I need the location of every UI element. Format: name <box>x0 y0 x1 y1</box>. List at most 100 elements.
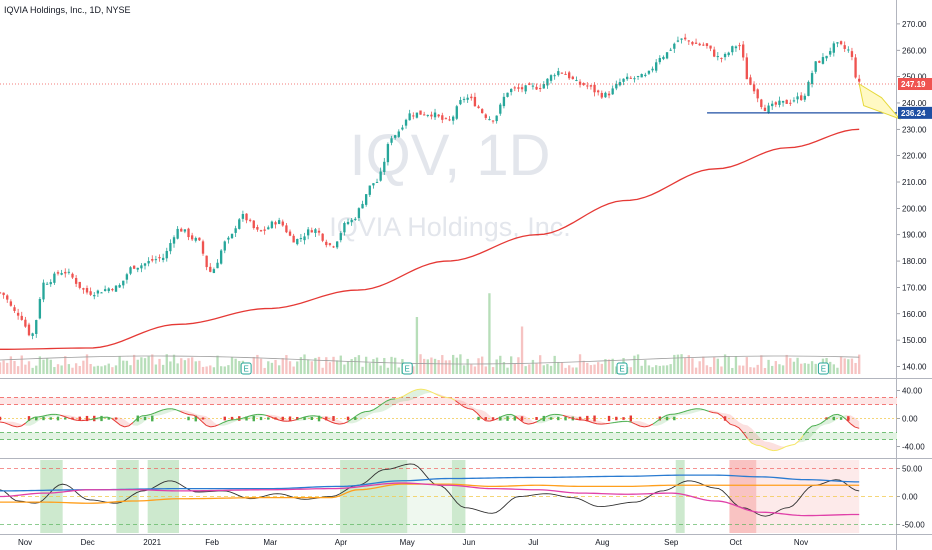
volume-bar <box>752 367 756 374</box>
oscillator-line <box>120 424 125 428</box>
candle <box>564 71 567 75</box>
oscillator-line <box>274 418 280 421</box>
volume-bar <box>85 354 89 374</box>
support-price-badge: 236.24 <box>901 109 926 118</box>
candle <box>288 229 292 237</box>
volume-bar <box>662 365 665 374</box>
candle <box>212 267 216 274</box>
candle <box>143 262 147 270</box>
candle-body <box>858 78 861 82</box>
oscillator-line <box>756 444 761 447</box>
candle <box>470 93 473 101</box>
volume-bar <box>749 367 752 374</box>
volume-bar <box>785 354 788 374</box>
candle <box>430 111 433 120</box>
oscillator-line <box>107 416 112 419</box>
volume-bar <box>676 354 680 374</box>
oscillator-histogram-bar <box>56 416 60 421</box>
oscillator-fill <box>768 442 774 451</box>
candle-body <box>600 92 603 98</box>
candle-body <box>60 273 63 275</box>
candle-body <box>756 89 759 99</box>
candle-body <box>662 56 665 60</box>
candle <box>71 272 74 280</box>
oscillator-fill <box>764 441 769 450</box>
oscillator-line <box>98 416 104 419</box>
price-tick-label: 220.00 <box>902 152 927 161</box>
oscillator-histogram-bar <box>64 417 67 420</box>
oscillator-line <box>369 409 374 412</box>
oscillator-line <box>687 408 692 412</box>
candle-body <box>67 271 71 273</box>
candle-body <box>357 208 361 218</box>
oscillator-fill <box>300 416 306 421</box>
oscillator-line <box>85 419 91 421</box>
volume-bar <box>151 354 154 374</box>
oscillator-fill <box>378 403 383 413</box>
oscillator-line <box>210 425 215 428</box>
candle <box>651 66 654 73</box>
candle <box>687 40 690 45</box>
volume-bar <box>0 362 2 374</box>
oscillator-histogram-bar <box>296 416 299 421</box>
volume-bar <box>256 354 259 374</box>
volume-bar <box>292 366 295 374</box>
candle-body <box>462 98 466 100</box>
volume-bar <box>687 355 690 374</box>
oscillator-line <box>850 423 856 428</box>
volume-bar <box>484 366 487 374</box>
volume-bar <box>288 361 292 374</box>
oscillator-fill <box>519 414 525 423</box>
candle <box>343 221 346 236</box>
candle <box>774 101 777 108</box>
volume-bar <box>832 364 835 374</box>
volume-bar <box>325 357 328 374</box>
candle-body <box>807 81 810 96</box>
candle-body <box>658 58 661 63</box>
oscillator-line <box>584 419 589 422</box>
oscillator-histogram-bar <box>151 415 154 422</box>
volume-bar <box>60 365 63 374</box>
volume-bar <box>560 362 564 374</box>
oscillator-fill <box>683 410 688 415</box>
oscillator-line <box>519 419 525 424</box>
oscillator-line <box>407 390 413 394</box>
candle <box>734 45 738 52</box>
oscillator-line <box>640 425 645 428</box>
candle <box>252 220 255 230</box>
candle-body <box>372 183 375 186</box>
oscillator-line <box>347 418 353 423</box>
candle-body <box>270 221 274 228</box>
candle <box>401 124 404 131</box>
axes: 270.00 260.00 250.00 240.00 230.00 220.00 210.… <box>18 20 932 547</box>
candle-body <box>169 243 172 252</box>
candle-body <box>517 87 520 89</box>
volume-bar <box>412 366 415 374</box>
volume-bar <box>462 365 466 374</box>
trend-tick-label: -50.00 <box>902 521 925 530</box>
candle-body <box>20 315 23 320</box>
volume-bar <box>517 357 520 374</box>
oscillator-fill <box>528 418 533 425</box>
oscillator-line <box>223 420 228 423</box>
candle <box>600 90 603 99</box>
oscillator-histogram-bar <box>143 416 147 421</box>
oscillator-line <box>150 412 155 416</box>
oscillator-fill <box>206 416 211 427</box>
candle <box>789 99 792 106</box>
watermark-company: IQVIA Holdings, Inc. <box>329 212 571 242</box>
volume-bar <box>383 357 386 374</box>
volume-bar <box>393 357 397 374</box>
volume-bar <box>720 366 723 374</box>
candle <box>771 100 774 110</box>
candle-body <box>147 260 150 264</box>
candle-body <box>285 225 288 233</box>
candle-body <box>531 85 535 87</box>
candle <box>172 235 176 248</box>
oscillator-line <box>429 390 435 394</box>
candle-body <box>727 52 730 56</box>
candle <box>792 97 796 103</box>
candle <box>263 226 266 235</box>
volume-bar <box>140 357 143 374</box>
oscillator-fill <box>390 398 396 407</box>
